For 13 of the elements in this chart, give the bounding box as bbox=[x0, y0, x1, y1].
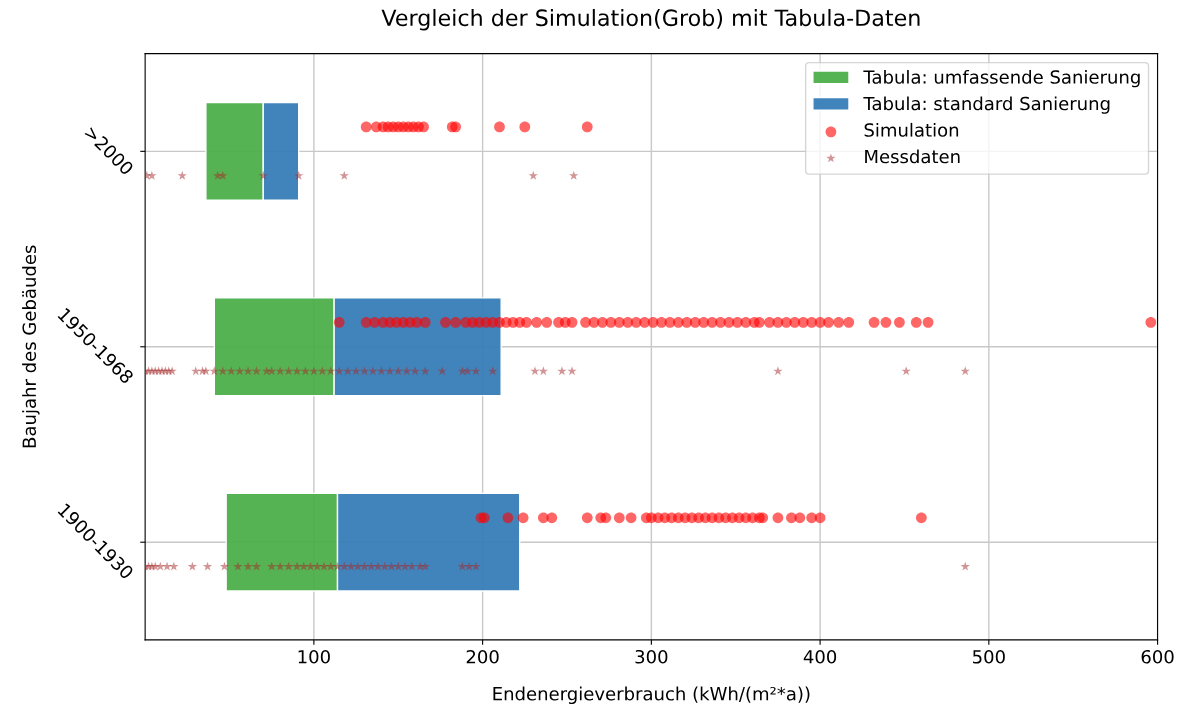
x-tick-label: 600 bbox=[1141, 649, 1174, 664]
x-tick-label: 300 bbox=[635, 649, 668, 664]
x-tick-label: 100 bbox=[298, 649, 330, 664]
legend-label: Tabula: umfassende Sanierung bbox=[863, 69, 1140, 88]
x-tick-label: 200 bbox=[466, 649, 499, 664]
x-axis-title: Endenergieverbrauch (kWh/(m²*a)) bbox=[493, 686, 810, 705]
x-tick-label: 400 bbox=[803, 649, 837, 664]
legend-label: Messdaten bbox=[865, 149, 960, 164]
chart-title: Vergleich der Simulation(Grob) mit Tabula-Daten bbox=[381, 8, 920, 31]
legend-label: Simulation bbox=[864, 122, 959, 137]
y-axis-title: Baujahr des Gebäudes bbox=[22, 245, 40, 448]
x-tick-label: 500 bbox=[973, 649, 1005, 664]
legend-label: Tabula: standard Sanierung bbox=[863, 96, 1110, 114]
